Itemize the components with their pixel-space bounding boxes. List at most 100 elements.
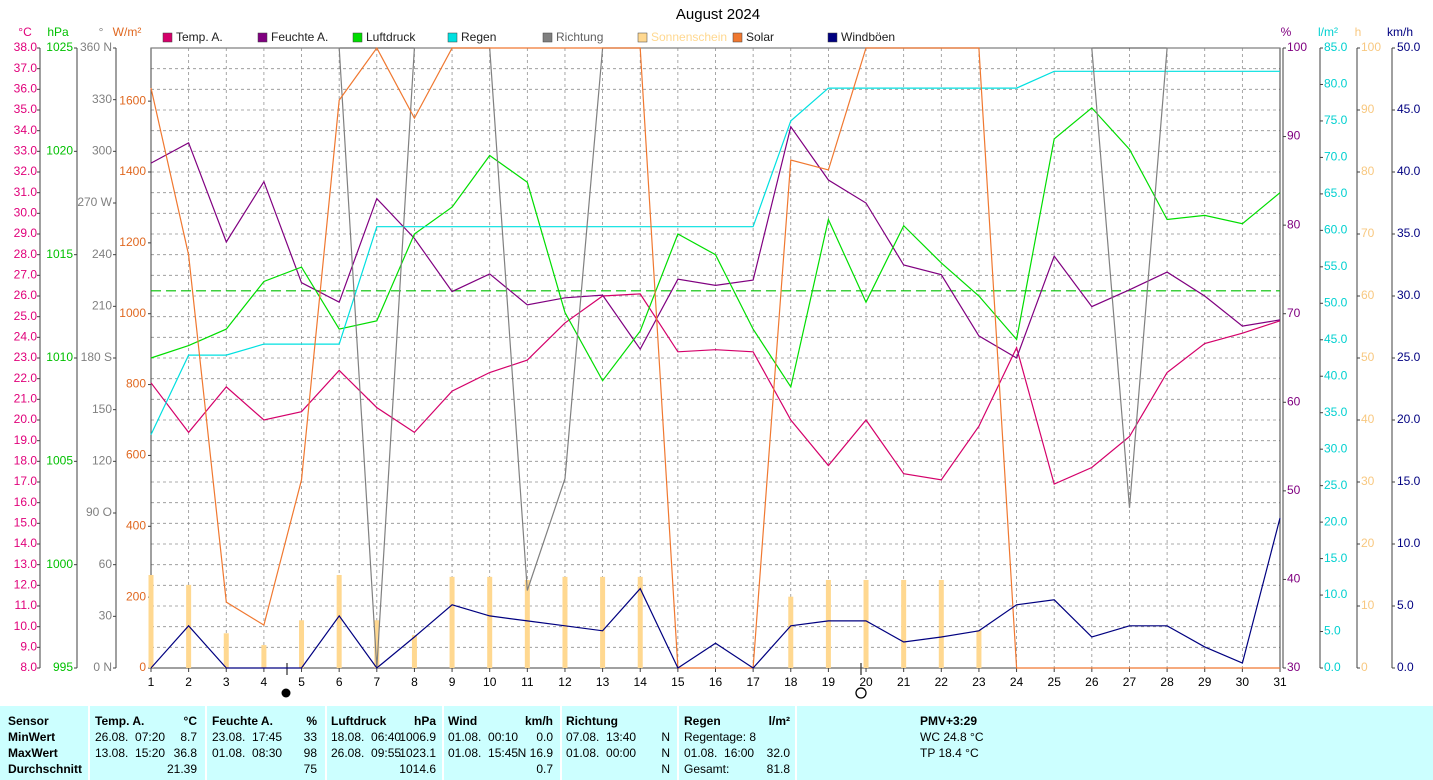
bar [901,579,907,668]
bar [449,576,455,668]
table-cell: 1023.1 [399,746,436,760]
bar [863,579,869,668]
y-tick-label: 26.0 [14,288,38,302]
y-tick-label: 13.0 [14,557,38,571]
y-tick-label: 38.0 [14,40,38,54]
y-tick-label: 12.0 [14,578,38,592]
x-tick-label: 27 [1123,675,1137,689]
y-tick-label: 45.0 [1324,332,1348,346]
y-tick-label: 21.0 [14,392,38,406]
y-tick-label: 300 [92,144,112,158]
y-tick-label: 1005 [46,454,73,468]
new-moon-icon [281,688,291,698]
y-tick-label: 30.0 [14,206,38,220]
y-tick-label: 30 [99,609,113,623]
x-tick-label: 24 [1010,675,1024,689]
y-tick-label: 40 [1287,572,1301,586]
bar [562,576,568,668]
y-tick-label: 70 [1287,306,1301,320]
table-cell: 1006.9 [399,730,436,744]
legend-swatch [637,32,648,43]
legend-swatch [447,32,458,43]
y-tick-label: 25.0 [1397,350,1421,364]
summary-table: Sensor MinWert MaxWert Durchschnitt Temp. A.… [0,706,1433,780]
y-tick-label: 80.0 [1324,77,1348,91]
y-tick-label: 995 [53,660,73,674]
chart: August 2024 °C8.09.010.011.012.013.014.0… [14,6,1421,699]
y-tick-label: 29.0 [14,226,38,240]
legend-swatch [352,32,363,43]
y-tick-label: 35.0 [14,102,38,116]
x-tick-label: 17 [746,675,760,689]
full-moon-icon [855,687,867,699]
table-cell: Durchschnitt [8,762,83,776]
bar [938,579,944,668]
y-tick-label: 24.0 [14,330,38,344]
legend-swatch [542,32,553,43]
bar [788,596,794,668]
bar [487,576,493,668]
x-tick-label: 6 [336,675,343,689]
legend-label: Windböen [841,30,895,44]
table-cell: km/h [524,714,553,728]
y-tick-label: 1400 [119,164,146,178]
table-cell: 8.7 [180,730,197,744]
table-cell: Feuchte A. [212,714,273,728]
legend-swatch [732,32,743,43]
legend-label: Sonnenschein [651,30,727,44]
y-tick-label: 36.0 [14,82,38,96]
y-tick-label: 40 [1361,412,1375,426]
legend-label: Temp. A. [176,30,223,44]
series-line [150,517,1281,669]
x-tick-label: 9 [449,675,456,689]
y-tick-label: 35.0 [1324,405,1348,419]
bar [976,630,982,668]
x-tick-label: 16 [709,675,723,689]
y-tick-label: 10.0 [14,619,38,633]
table-cell: 75 [303,762,317,776]
y-tick-label: 85.0 [1324,40,1348,54]
x-tick-label: 11 [521,675,534,689]
y-tick-label: 50.0 [1324,295,1348,309]
y-tick-label: 400 [126,518,146,532]
table-separator [205,706,207,780]
y-tick-label: 5.0 [1324,624,1341,638]
x-tick-label: 1 [148,675,155,689]
y-tick-label: 40.0 [1324,368,1348,382]
table-cell: Temp. A. [95,714,145,728]
y-tick-label: 1025 [46,40,73,54]
y-tick-label: 1010 [46,350,73,364]
y-tick-label: 33.0 [14,144,38,158]
table-cell: 01.08. 08:30 [212,746,283,760]
y-tick-label: 15.0 [1324,551,1348,565]
x-tick-label: 28 [1160,675,1174,689]
y-tick-label: 50.0 [1397,40,1421,54]
y-tick-label: 100 [1287,40,1307,54]
y-tick-label: 0 N [93,660,112,674]
axis-unit: % [1281,25,1292,39]
table-cell: °C [183,714,197,728]
y-tick-label: 1000 [46,557,73,571]
y-tick-label: 75.0 [1324,113,1348,127]
y-tick-label: 16.0 [14,495,38,509]
table-cell: 98 [303,746,317,760]
legend-label: Regen [461,30,496,44]
table-cell: hPa [413,714,436,728]
table-cell: 07.08. 13:40 [566,730,637,744]
bar [261,645,267,668]
y-tick-label: 40.0 [1397,164,1421,178]
legend-label: Richtung [556,30,603,44]
axis-unit: l/m² [1318,25,1338,39]
y-tick-label: 30 [1287,660,1301,674]
x-tick-label: 10 [483,675,497,689]
series-line [150,70,1280,435]
bar [637,576,643,668]
axis-unit: °C [18,25,32,39]
table-cell: 26.08. 07:20 [95,730,166,744]
y-tick-label: 22.0 [14,371,38,385]
x-tick-label: 21 [897,675,911,689]
table-cell: WC 24.8 °C [920,730,984,744]
x-tick-label: 18 [784,675,798,689]
y-tick-label: 10.0 [1397,536,1421,550]
